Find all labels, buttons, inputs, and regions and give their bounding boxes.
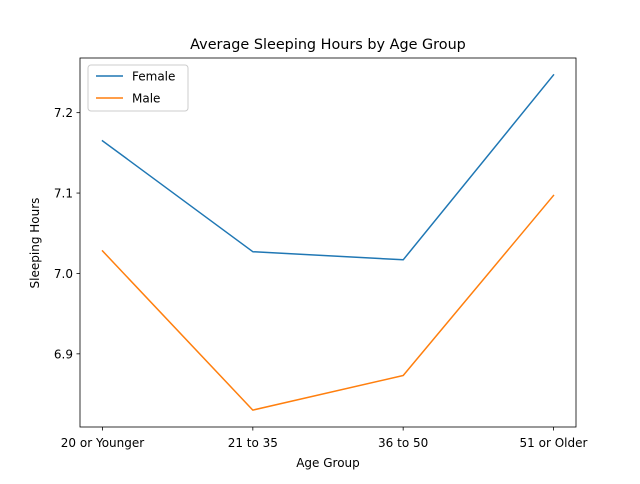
chart-title: Average Sleeping Hours by Age Group xyxy=(190,37,466,53)
y-tick-label: 6.9 xyxy=(54,347,73,361)
x-axis-label: Age Group xyxy=(296,456,360,470)
series-line-female xyxy=(101,73,555,261)
x-tick-label: 21 to 35 xyxy=(228,436,278,450)
series-line-male xyxy=(101,194,555,411)
y-tick-label: 7.1 xyxy=(54,187,73,201)
x-tick-label: 20 or Younger xyxy=(61,436,144,450)
y-axis-label: Sleeping Hours xyxy=(28,198,42,289)
x-tick-label: 36 to 50 xyxy=(378,436,428,450)
plot-frame xyxy=(79,57,577,428)
legend: Female Male xyxy=(87,64,189,112)
y-tick-label: 7.0 xyxy=(54,267,73,281)
legend-label: Male xyxy=(132,92,160,106)
y-tick-label: 7.2 xyxy=(54,106,73,120)
x-tick-label: 51 or Older xyxy=(520,436,588,450)
series-lines xyxy=(101,73,555,411)
axis-ticks: 20 or Younger 21 to 35 36 to 50 51 or Older… xyxy=(54,106,588,450)
legend-label: Female xyxy=(132,70,175,84)
